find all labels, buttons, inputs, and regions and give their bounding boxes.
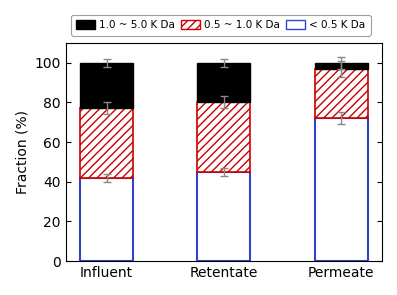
Bar bbox=[197, 63, 250, 102]
Bar bbox=[197, 172, 250, 261]
Bar bbox=[315, 118, 368, 261]
Legend: 1.0 ~ 5.0 K Da, 0.5 ~ 1.0 K Da, < 0.5 K Da: 1.0 ~ 5.0 K Da, 0.5 ~ 1.0 K Da, < 0.5 K … bbox=[71, 15, 370, 35]
Bar bbox=[315, 69, 368, 118]
Bar bbox=[80, 63, 133, 108]
Bar bbox=[315, 63, 368, 69]
Y-axis label: Fraction (%): Fraction (%) bbox=[15, 110, 29, 194]
Bar bbox=[80, 178, 133, 261]
Bar bbox=[80, 108, 133, 178]
Bar bbox=[197, 102, 250, 172]
